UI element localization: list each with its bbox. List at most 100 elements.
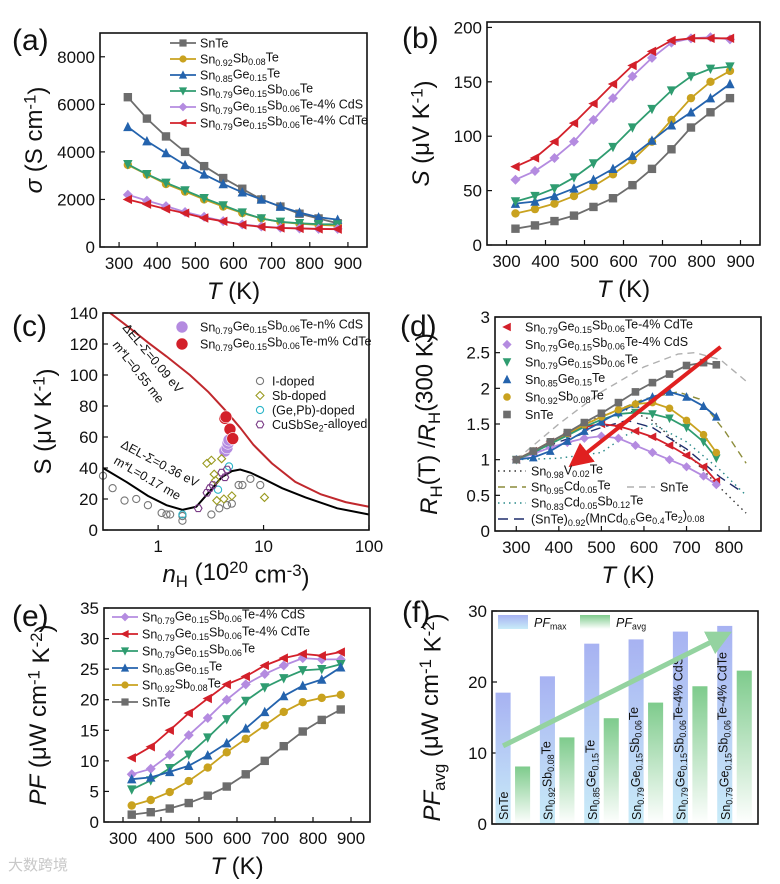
triangle-down-marker bbox=[549, 184, 560, 194]
triangle-left-marker bbox=[183, 708, 193, 718]
legend-label: PFavg bbox=[616, 616, 646, 632]
circle-marker bbox=[665, 404, 674, 413]
triangle-up-marker bbox=[665, 387, 674, 396]
triangle-left-marker bbox=[316, 650, 326, 661]
text-span: 0.83 bbox=[546, 502, 564, 512]
triangle-down-marker bbox=[275, 217, 286, 227]
text-span: (SnTe) bbox=[531, 513, 568, 527]
panel-label: (c) bbox=[12, 310, 47, 343]
text-span: T bbox=[210, 853, 227, 880]
text-span: 0.08 bbox=[546, 754, 556, 772]
category-label: Sn0.79Ge0.15Sb0.06Te bbox=[627, 707, 646, 820]
triangle-up-marker bbox=[142, 135, 152, 146]
x-tick-label: 500 bbox=[185, 829, 213, 848]
text-span: Sb bbox=[672, 738, 686, 753]
diamond-marker bbox=[221, 694, 232, 705]
triangle-down-marker bbox=[260, 683, 270, 693]
text-span: Te-4% CdS bbox=[300, 97, 363, 111]
open-circle-marker bbox=[213, 485, 223, 494]
y-tick-label: 3 bbox=[481, 308, 490, 327]
text-span: 0.15 bbox=[575, 343, 593, 353]
triangle-down-marker bbox=[569, 173, 579, 183]
y-tick-label: 25 bbox=[80, 660, 99, 679]
text-span: Ge bbox=[558, 354, 575, 368]
plot-frame bbox=[99, 32, 368, 248]
square-marker bbox=[530, 221, 540, 230]
legend: Sn0.79Ge0.15Sb0.06Te-4% CdTeSn0.79Ge0.15… bbox=[498, 317, 705, 528]
open-circle-marker bbox=[108, 483, 117, 493]
triangle-left-marker bbox=[510, 161, 520, 172]
text-span: -2 bbox=[27, 632, 46, 647]
text-span: Sn bbox=[541, 805, 555, 820]
triangle-up-marker bbox=[313, 212, 324, 222]
circle-marker bbox=[682, 416, 691, 425]
text-span: Te-4% CdTe bbox=[242, 624, 310, 638]
literature-curve bbox=[516, 423, 747, 496]
text-span: 2 bbox=[678, 515, 683, 525]
diamond-marker bbox=[698, 471, 709, 481]
text-span: 0.06 bbox=[224, 614, 242, 624]
legend-label: Sn0.79Ge0.15Sb0.06Te bbox=[200, 81, 313, 100]
open-circle-marker bbox=[227, 499, 236, 508]
legend-label: Sb-doped bbox=[272, 389, 326, 403]
legend-label: Sn0.92Sb0.08Te bbox=[142, 676, 221, 694]
legend-label: Sn0.85Ge0.15Te bbox=[142, 659, 222, 677]
triangle-down-marker bbox=[647, 104, 657, 115]
diamond-marker bbox=[646, 52, 657, 63]
legend-label: Sn0.85Ge0.15Te bbox=[200, 66, 280, 84]
circle-marker bbox=[706, 77, 715, 87]
square-marker bbox=[529, 447, 538, 455]
text-span: 0.85 bbox=[540, 379, 558, 389]
y-tick-label: 120 bbox=[70, 335, 98, 354]
triangle-left-marker bbox=[218, 216, 228, 227]
text-span: 0.05 bbox=[580, 485, 598, 495]
triangle-left-marker bbox=[698, 462, 708, 472]
diamond-marker bbox=[627, 71, 638, 82]
series-line bbox=[127, 126, 338, 221]
text-span: PF bbox=[616, 616, 633, 630]
x-tick-label: 600 bbox=[219, 254, 247, 273]
triangle-down-marker bbox=[705, 64, 716, 74]
triangle-up-marker bbox=[256, 194, 267, 204]
open-circle-marker bbox=[238, 480, 247, 490]
text-span: 0.92 bbox=[568, 518, 586, 528]
text-span: Ge bbox=[558, 319, 575, 333]
plot-frame bbox=[103, 607, 371, 823]
circle-marker bbox=[631, 400, 640, 408]
y-axis-title: RH(T) /RH(300 K) bbox=[412, 333, 446, 515]
text-span: ) bbox=[31, 624, 58, 632]
text-span: 0.79 bbox=[540, 326, 558, 336]
circle-marker bbox=[260, 721, 269, 730]
text-span: Sb bbox=[717, 738, 731, 753]
triangle-left-marker bbox=[237, 220, 247, 230]
square-marker bbox=[511, 224, 520, 233]
legend: PFmax PFavg bbox=[498, 615, 646, 632]
legend-label: Sn0.79Ge0.15Sb0.06Te-4% CdTe bbox=[200, 113, 368, 132]
circle-marker bbox=[614, 405, 623, 414]
triangle-down-marker bbox=[161, 178, 171, 188]
y-tick-label: 0 bbox=[90, 813, 99, 832]
diamond-marker bbox=[549, 152, 560, 163]
text-span: Sn bbox=[525, 391, 540, 405]
text-span: 0.92 bbox=[540, 396, 558, 406]
text-span: 0.92 bbox=[215, 58, 233, 68]
circle-marker bbox=[530, 204, 540, 214]
open-circle-marker bbox=[132, 494, 141, 504]
triangle-left-marker bbox=[335, 647, 345, 657]
text-span: Ge bbox=[558, 372, 575, 386]
x-tick-label: 800 bbox=[299, 829, 327, 848]
text-span: (K) bbox=[616, 562, 655, 589]
plot-frame bbox=[102, 312, 370, 531]
bar-pfmax bbox=[628, 639, 644, 824]
text-span: (μW cm bbox=[417, 674, 444, 764]
square-marker bbox=[503, 410, 511, 419]
x-tick-label: 10 bbox=[254, 537, 273, 556]
bar-pfavg bbox=[559, 737, 575, 824]
square-marker bbox=[180, 147, 190, 157]
triangle-up-marker bbox=[336, 662, 346, 672]
triangle-left-marker bbox=[568, 118, 579, 128]
x-tick-label: 500 bbox=[587, 538, 615, 557]
text-span: Te bbox=[242, 641, 255, 655]
text-span: Sb bbox=[233, 51, 248, 65]
